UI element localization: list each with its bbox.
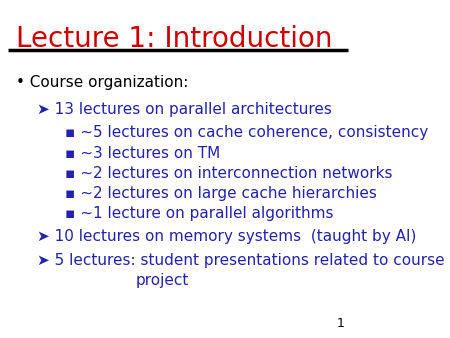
Text: ➤ 13 lectures on parallel architectures: ➤ 13 lectures on parallel architectures (37, 102, 332, 117)
Text: ▪ ~2 lectures on interconnection networks: ▪ ~2 lectures on interconnection network… (65, 166, 392, 180)
Text: ➤ 5 lectures: student presentations related to course: ➤ 5 lectures: student presentations rela… (37, 253, 444, 268)
Text: 1: 1 (337, 317, 344, 330)
Text: ➤ 10 lectures on memory systems  (taught by AI): ➤ 10 lectures on memory systems (taught … (37, 230, 416, 244)
Text: ▪ ~1 lecture on parallel algorithms: ▪ ~1 lecture on parallel algorithms (65, 206, 333, 221)
Text: project: project (136, 273, 189, 288)
Text: Lecture 1: Introduction: Lecture 1: Introduction (16, 25, 332, 53)
Text: • Course organization:: • Course organization: (16, 75, 188, 90)
Text: ▪ ~5 lectures on cache coherence, consistency: ▪ ~5 lectures on cache coherence, consis… (65, 125, 428, 140)
Text: ▪ ~3 lectures on TM: ▪ ~3 lectures on TM (65, 146, 220, 161)
Text: ▪ ~2 lectures on large cache hierarchies: ▪ ~2 lectures on large cache hierarchies (65, 186, 377, 201)
